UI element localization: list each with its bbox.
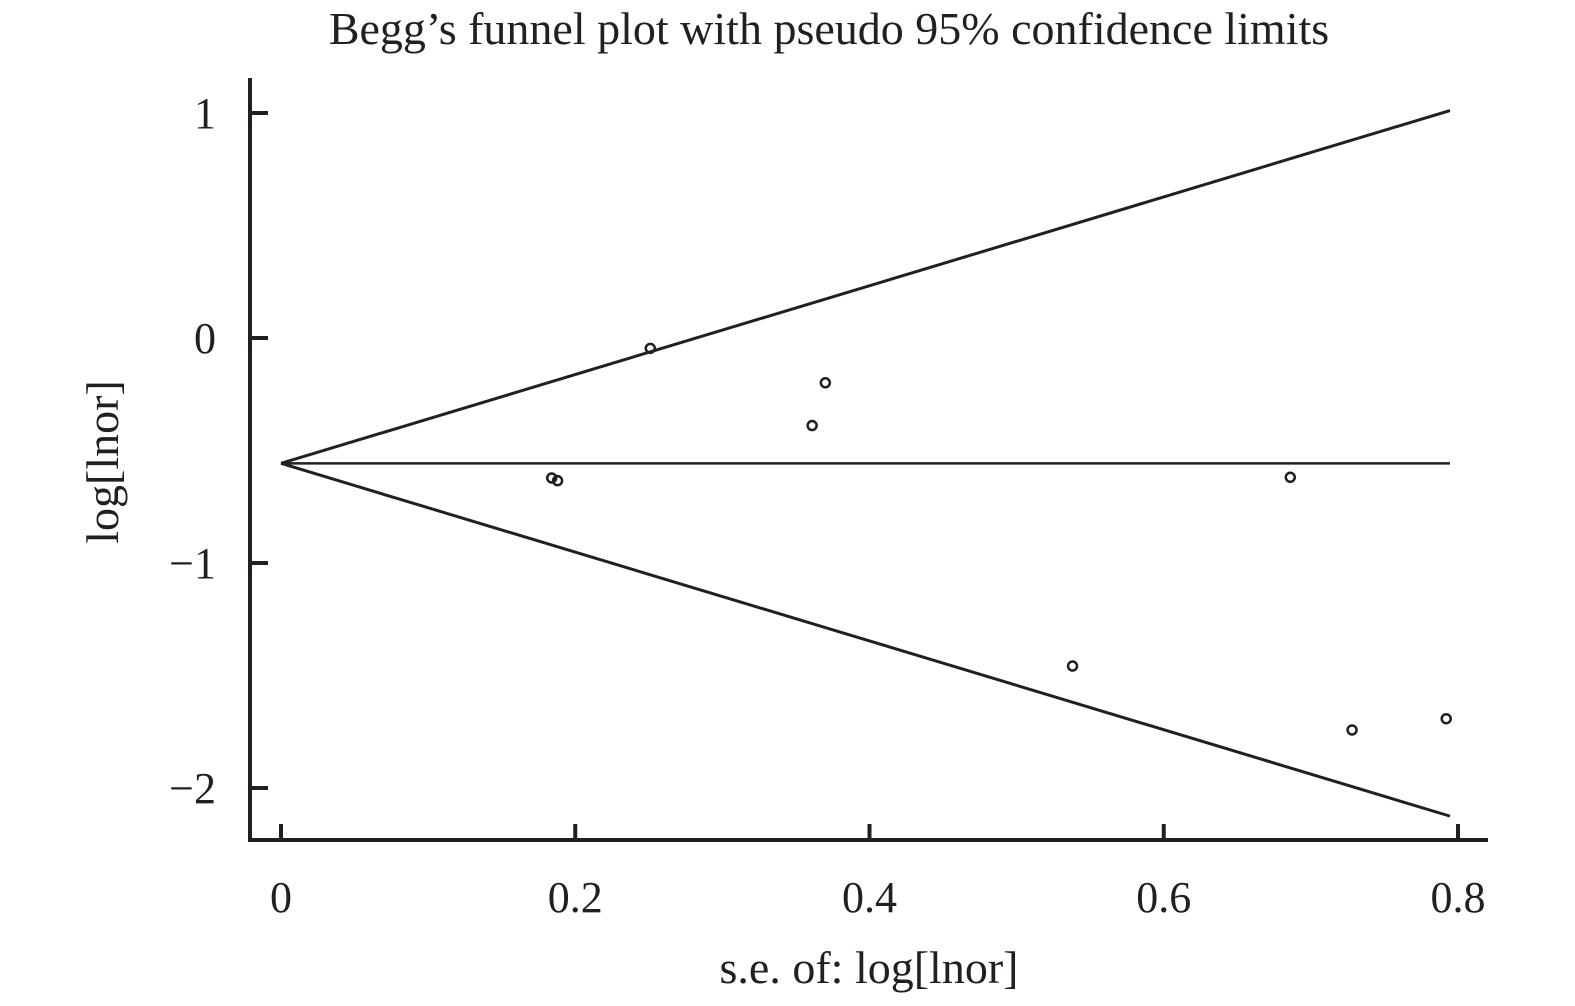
study-point (819, 377, 832, 389)
axes (248, 78, 1488, 842)
funnel-lines (280, 109, 1451, 818)
y-tick-label: 1 (194, 89, 216, 138)
study-point (644, 342, 657, 355)
x-tick-label: 0.2 (548, 873, 603, 922)
x-tick-label: 0.6 (1136, 873, 1191, 922)
data-points (545, 342, 1452, 736)
y-axis-label: log[lnor] (77, 380, 128, 544)
axis-ticks: 0 0.2 0.4 0.6 0.8 −2 −1 0 1 (169, 89, 1485, 922)
funnel-lower-limit-line (280, 461, 1451, 818)
study-point (1066, 660, 1079, 672)
x-tick-label: 0.8 (1431, 873, 1486, 922)
study-point (806, 419, 818, 432)
funnel-upper-limit-line (280, 109, 1451, 465)
study-point (545, 472, 558, 484)
study-point (1440, 712, 1452, 725)
y-tick-label: 0 (194, 314, 216, 363)
x-tick-label: 0.4 (842, 873, 897, 922)
x-axis-label: s.e. of: log[lnor] (720, 942, 1019, 993)
study-point (551, 474, 564, 487)
y-tick-label: −2 (169, 764, 216, 813)
x-tick-label: 0 (270, 873, 292, 922)
chart-title: Begg’s funnel plot with pseudo 95% confi… (329, 3, 1329, 54)
study-point (1346, 724, 1358, 736)
study-point (1284, 471, 1297, 484)
y-tick-label: −1 (169, 539, 216, 588)
